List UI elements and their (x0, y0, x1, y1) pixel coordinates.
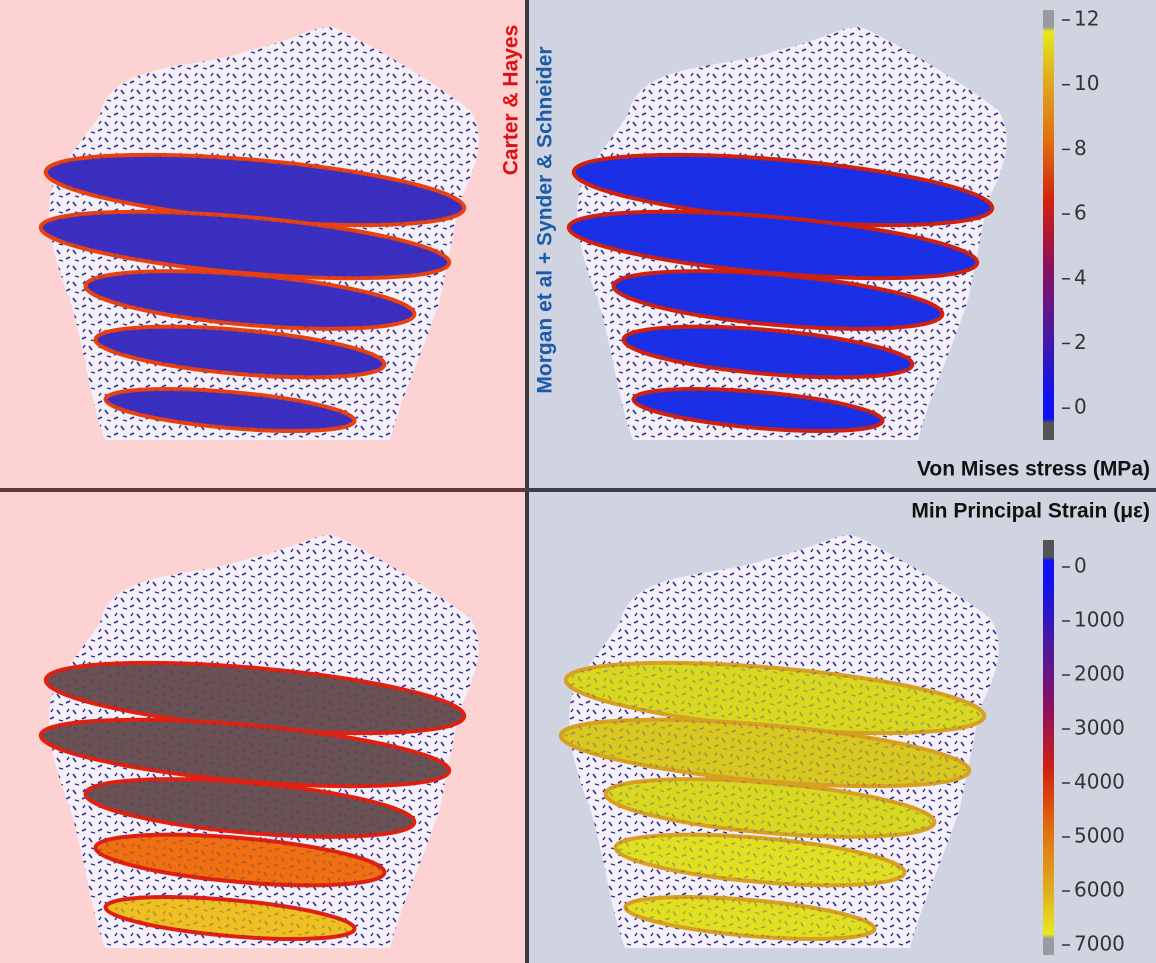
colorbar-title: Min Principal Strain (με) (911, 500, 1150, 523)
tick-label: 6 (1074, 201, 1087, 225)
tick-label: 0 (1074, 395, 1087, 419)
tick-label: 7000 (1074, 932, 1125, 956)
model-label: Morgan et al + Synder & Schneider (534, 46, 557, 393)
model-label: Carter & Hayes (500, 25, 523, 176)
tick-label: 10 (1074, 71, 1099, 95)
colorbar (1043, 540, 1054, 955)
tick-label: 2 (1074, 330, 1087, 354)
figure: Carter & Hayes Morgan et al + Synder & S… (0, 0, 1156, 963)
tick-label: 5000 (1074, 824, 1125, 848)
tick-label: 3000 (1074, 716, 1125, 740)
tick-label: 0 (1074, 554, 1087, 578)
colorbar (1043, 10, 1054, 440)
tick-label: 1000 (1074, 608, 1125, 632)
tick-label: 4000 (1074, 770, 1125, 794)
tick-label: 2000 (1074, 662, 1125, 686)
page: {"labels": {"model_a": "Carter & Hayes",… (0, 0, 1156, 963)
tick-label: 4 (1074, 265, 1087, 289)
colorbar-title: Von Mises stress (MPa) (917, 458, 1150, 481)
tick-label: 8 (1074, 136, 1087, 160)
tick-label: 6000 (1074, 878, 1125, 902)
tick-label: 12 (1074, 7, 1099, 31)
